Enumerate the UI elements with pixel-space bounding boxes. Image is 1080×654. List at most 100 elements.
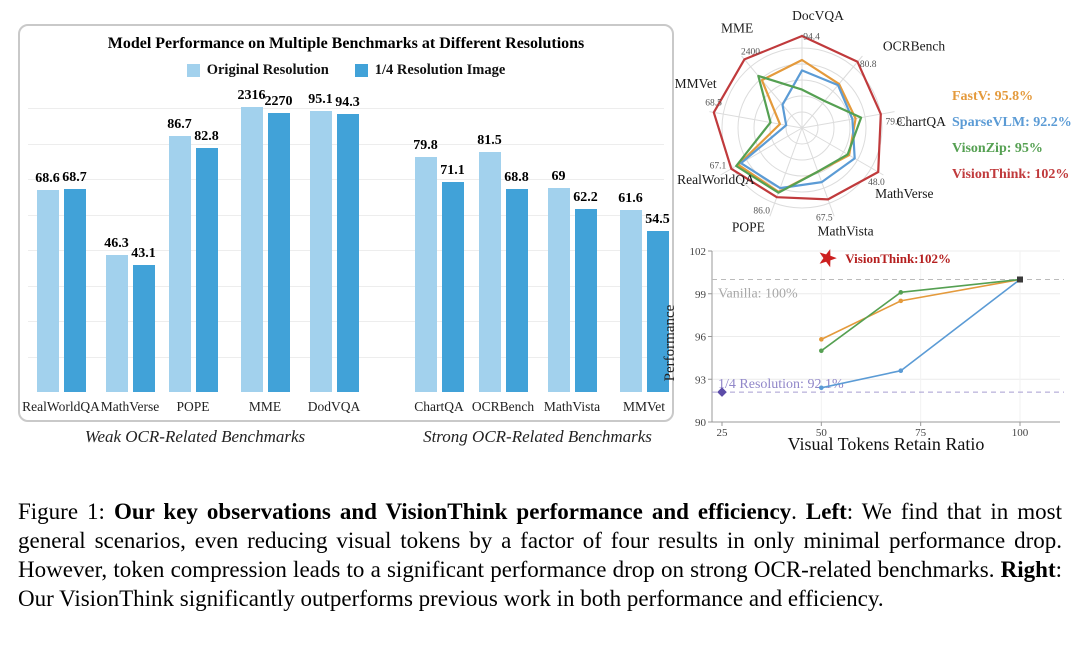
bar-POPE-quarter — [195, 147, 218, 392]
radar-series-sparsevlm — [739, 69, 856, 190]
caption-segment: Our key observations and VisionThink per… — [113, 499, 792, 524]
bar-ChartQA-quarter — [441, 182, 464, 392]
reference-line-label: 1/4 Resolution: 92.1% — [718, 377, 844, 392]
radar-axis-label-pope: POPE — [732, 220, 765, 235]
bar-value-label: 62.2 — [573, 189, 598, 205]
data-point — [819, 337, 824, 342]
bar-category-label: MathVerse — [100, 399, 160, 414]
bar-category-label: RealWorldQA — [22, 399, 100, 414]
bar-chart-panel: Model Performance on Multiple Benchmarks… — [18, 24, 674, 422]
bar-ChartQA-original — [414, 156, 437, 392]
radar-spoke — [741, 55, 803, 129]
reference-line-label: Vanilla: 100% — [718, 287, 798, 302]
radar-axis-label-mme: MME — [721, 20, 753, 35]
radar-tick-label: 94.4 — [803, 33, 820, 43]
radar-tick-label: 79.8 — [885, 118, 902, 128]
bar-category-label: MME — [248, 399, 282, 414]
legend-item-quarter-resolution: 1/4 Resolution Image — [354, 62, 506, 79]
bar-value-label: 79.8 — [413, 137, 438, 153]
bar-MMVet-original — [619, 210, 642, 392]
bar-value-label: 2270 — [264, 93, 293, 109]
radar-legend-entry: SparseVLM: 92.2% — [952, 115, 1072, 130]
bar-RealWorldQA-quarter — [63, 189, 86, 392]
bar-value-label: 69 — [551, 169, 566, 185]
caption-segment: Figure 1: — [18, 499, 114, 524]
bar-OCRBench-original — [478, 151, 501, 392]
convergence-marker — [1016, 276, 1023, 283]
legend-item-original-resolution: Original Resolution — [186, 62, 329, 79]
radar-legend: FastV: 95.8% SparseVLM: 92.2% VisonZip: 95… — [952, 84, 1072, 188]
x-tick-label: 75 — [915, 427, 927, 439]
bar-DodVQA-original — [309, 111, 332, 392]
bar-value-label: 95.1 — [308, 92, 333, 108]
bar-value-label: 94.3 — [335, 94, 360, 110]
radar-spoke — [801, 111, 895, 129]
radar-tick-label: 48.0 — [868, 178, 885, 188]
radar-axis-label-realworldqa: RealWorldQA — [677, 172, 755, 187]
y-tick-label: 90 — [695, 417, 707, 429]
bar-MathVista-original — [547, 188, 570, 392]
bar-POPE-original — [168, 136, 191, 392]
bar-value-label: 46.3 — [104, 236, 129, 252]
radar-tick-label: 67.1 — [710, 161, 727, 171]
x-tick-label: 100 — [1012, 427, 1029, 439]
bar-category-label: POPE — [176, 399, 210, 414]
bar-MMVet-quarter — [646, 231, 669, 392]
caption-segment: : We find that in most general scenarios… — [18, 499, 1062, 582]
y-tick-label: 93 — [695, 374, 707, 386]
radar-axis-label-mathverse: MathVerse — [875, 186, 933, 201]
radar-spoke — [769, 127, 803, 217]
legend-swatch-quarter-resolution — [354, 64, 368, 77]
radar-axis-label-mathvista: MathVista — [817, 224, 873, 239]
radar-tick-label: 68.5 — [705, 99, 722, 109]
bar-value-label: 61.6 — [618, 191, 643, 207]
visionthink-star-icon — [819, 249, 837, 268]
bar-value-label: 68.6 — [35, 170, 60, 186]
data-point — [819, 348, 824, 354]
bar-value-label: 82.8 — [194, 128, 219, 144]
legend-swatch-original-resolution — [186, 64, 200, 77]
radar-tick-label: 80.8 — [860, 60, 877, 70]
bar-value-label: 86.7 — [167, 117, 192, 133]
bar-value-label: 43.1 — [131, 245, 156, 261]
x-axis-title: Visual Tokens Retain Ratio — [788, 434, 985, 454]
token-ratio-line-chart: 90 93 96 99 102 25 50 75 100 Vanilla: 100% 1/4 Res… — [662, 246, 1064, 454]
radar-spoke — [801, 55, 863, 129]
radar-axis-label-ocrbench: OCRBench — [883, 38, 945, 53]
bar-RealWorldQA-original — [36, 189, 59, 392]
data-point — [898, 290, 904, 295]
bar-value-label: 54.5 — [645, 212, 670, 228]
bar-MME-quarter — [267, 112, 290, 392]
data-point — [898, 298, 904, 304]
bar-MME-original — [240, 107, 263, 392]
radar-tick-label: 2400 — [741, 48, 760, 58]
bar-chart-title: Model Performance on Multiple Benchmarks… — [107, 35, 585, 52]
bar-MathVerse-original — [105, 255, 128, 392]
figure-caption: Figure 1: Our key observations and Visio… — [18, 497, 1062, 613]
bar-value-label: 2316 — [237, 88, 266, 104]
legend-label-quarter-resolution: 1/4 Resolution Image — [374, 62, 506, 78]
y-tick-label: 102 — [690, 246, 707, 258]
y-tick-label: 99 — [695, 289, 707, 301]
radar-series-visionthink — [712, 34, 882, 201]
radar-spoke — [720, 127, 803, 176]
bar-value-label: 81.5 — [477, 132, 502, 148]
caption-segment: : Our VisionThink significantly outperfo… — [18, 557, 1062, 611]
strong-ocr-benchmarks-label: Strong OCR-Related Benchmarks — [423, 427, 652, 446]
bar-value-label: 71.1 — [440, 163, 465, 179]
bar-OCRBench-quarter — [505, 189, 528, 392]
x-tick-label: 25 — [717, 427, 729, 439]
y-tick-label: 96 — [695, 332, 707, 344]
legend-label-original-resolution: Original Resolution — [206, 62, 329, 78]
radar-axis-label-mmvet: MMVet — [675, 76, 717, 91]
bar-chart-plot-area: 68.6 68.7 RealWorldQA 46.3 43.1 MathVerse 86.7… — [20, 26, 672, 420]
bar-category-label: ChartQA — [414, 399, 464, 414]
radar-tick-label: 86.0 — [753, 207, 770, 217]
radar-legend-entry: VisionThink: 102% — [952, 167, 1070, 182]
bar-chart-legend: Original Resolution 1/4 Resolution Image — [20, 62, 672, 79]
bar-category-label: MathVista — [543, 399, 601, 414]
bar-value-label: 68.8 — [504, 170, 529, 186]
caption-segment: . — [791, 499, 806, 524]
radar-axis-label-chartqa: ChartQA — [896, 114, 946, 129]
